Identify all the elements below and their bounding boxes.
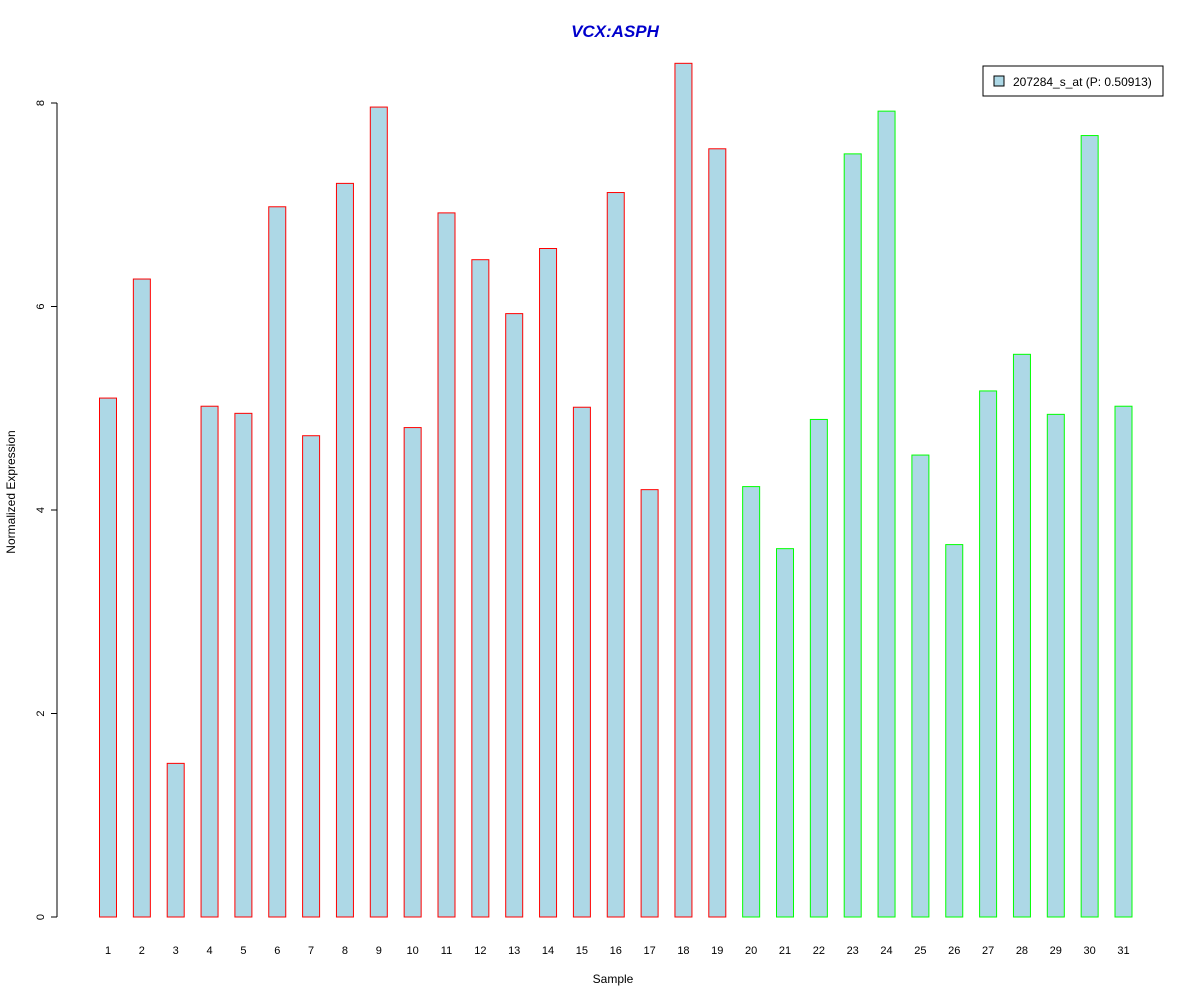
x-axis-tick-labels: 1 2 3 4 5 6 7 8 9 10 11 12 13 14 15 16 17 18 19 20 21 22 23 24 2… (105, 945, 1130, 957)
bar-sample-8 (335, 182, 354, 918)
legend: 207284_s_at (P: 0.50913) (982, 65, 1164, 97)
bar-sample-17 (640, 489, 659, 918)
x-tick-label: 22 (813, 945, 825, 957)
bar-sample-23 (843, 153, 862, 918)
x-tick-label: 26 (948, 945, 960, 957)
x-tick-label: 9 (376, 945, 382, 957)
x-tick-label: 27 (982, 945, 994, 957)
bar-sample-6 (268, 206, 287, 918)
bar-sample-21 (776, 548, 794, 918)
bar-sample-28 (1012, 353, 1031, 918)
x-tick-label: 29 (1050, 945, 1062, 957)
bar-sample-2 (132, 278, 151, 918)
bar-sample-18 (674, 62, 693, 918)
x-tick-label: 30 (1084, 945, 1096, 957)
bar-sample-29 (1046, 413, 1065, 918)
x-tick-label: 10 (407, 945, 419, 957)
bar-sample-30 (1080, 135, 1099, 918)
bar-sample-5 (234, 412, 253, 918)
bar-sample-24 (877, 110, 896, 918)
bar-sample-20 (742, 486, 761, 918)
x-tick-label: 2 (139, 945, 145, 957)
x-tick-label: 28 (1016, 945, 1028, 957)
x-tick-label: 31 (1117, 945, 1129, 957)
x-tick-label: 25 (914, 945, 926, 957)
legend-box (982, 65, 1164, 97)
x-tick-label: 12 (474, 945, 486, 957)
bar-sample-13 (505, 313, 524, 918)
x-tick-label: 5 (240, 945, 246, 957)
x-tick-label: 3 (173, 945, 179, 957)
x-tick-label: 16 (610, 945, 622, 957)
bar-sample-3 (166, 762, 185, 918)
bar-series (99, 62, 1133, 918)
x-tick-label: 13 (508, 945, 520, 957)
bar-sample-27 (979, 390, 998, 918)
x-tick-label: 14 (542, 945, 554, 957)
bar-sample-15 (572, 406, 591, 918)
x-tick-label: 20 (745, 945, 757, 957)
bar-sample-10 (403, 427, 422, 918)
bar-sample-19 (708, 148, 727, 918)
x-tick-label: 11 (441, 945, 452, 957)
bar-sample-31 (1114, 405, 1133, 918)
legend-swatch (993, 75, 1005, 87)
x-tick-label: 18 (677, 945, 689, 957)
bar-sample-25 (911, 454, 930, 918)
bar-sample-16 (606, 192, 625, 918)
bar-sample-11 (437, 212, 456, 918)
bar-sample-9 (369, 106, 388, 918)
x-tick-label: 1 (105, 945, 111, 957)
x-tick-label: 19 (711, 945, 723, 957)
y-tick-label: 0 (35, 914, 47, 920)
x-tick-label: 4 (206, 945, 212, 957)
bar-sample-7 (302, 435, 321, 918)
bar-sample-22 (809, 418, 828, 918)
chart-title: VCX:ASPH (571, 22, 660, 41)
x-tick-label: 7 (308, 945, 314, 957)
x-tick-label: 21 (779, 945, 791, 957)
bar-sample-4 (200, 405, 219, 918)
bar-sample-26 (945, 544, 964, 918)
x-tick-label: 17 (643, 945, 655, 957)
bar-sample-1 (99, 397, 117, 918)
x-tick-label: 15 (576, 945, 588, 957)
y-tick-label: 4 (35, 507, 47, 513)
x-tick-label: 23 (847, 945, 859, 957)
bar-sample-14 (539, 248, 558, 918)
y-tick-label: 8 (35, 100, 47, 106)
y-axis-label: Normalized Expression (4, 430, 18, 553)
x-tick-label: 6 (274, 945, 280, 957)
legend-label: 207284_s_at (P: 0.50913) (1013, 75, 1152, 89)
bar-sample-12 (471, 259, 490, 918)
x-tick-label: 8 (342, 945, 348, 957)
x-axis-label: Sample (593, 972, 634, 986)
y-tick-label: 6 (35, 303, 47, 309)
y-axis: 0 2 4 6 8 (35, 100, 58, 920)
y-tick-label: 2 (35, 710, 47, 716)
x-tick-label: 24 (880, 945, 892, 957)
